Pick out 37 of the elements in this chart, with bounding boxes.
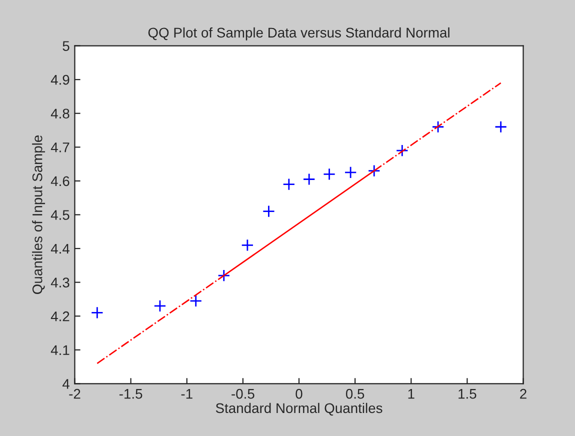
point bbox=[241, 238, 254, 252]
y-tick-label: 4 bbox=[62, 379, 70, 389]
x-tick-label: 0 bbox=[296, 388, 302, 399]
point bbox=[90, 306, 104, 319]
chart-title: QQ Plot of Sample Data versus Standard Normal bbox=[148, 27, 450, 40]
y-tick-label: 5 bbox=[62, 41, 70, 51]
y-tick-label: 4.8 bbox=[50, 108, 70, 119]
y-axis-title: Quantiles of Input Sample bbox=[32, 135, 46, 294]
y-tick-label: 4.4 bbox=[50, 244, 70, 254]
x-tick-label: -0.5 bbox=[232, 388, 254, 399]
x-tick-label: -2 bbox=[69, 388, 80, 399]
point bbox=[154, 300, 166, 312]
x-tick-label: 2 bbox=[520, 388, 526, 399]
point bbox=[368, 164, 380, 178]
x-tick-label: 0.5 bbox=[346, 388, 364, 399]
y-tick-label: 4.5 bbox=[50, 210, 70, 220]
point bbox=[396, 144, 408, 157]
point bbox=[432, 120, 444, 134]
y-tick-label: 4.7 bbox=[50, 142, 70, 152]
point bbox=[494, 120, 508, 134]
point bbox=[190, 294, 202, 308]
point bbox=[262, 205, 275, 218]
y-tick-label: 4.9 bbox=[50, 74, 70, 85]
x-tick-label: 1.5 bbox=[458, 389, 476, 399]
x-tick-label: -1 bbox=[181, 389, 192, 399]
point bbox=[344, 166, 357, 179]
y-tick-label: 4.3 bbox=[50, 278, 70, 288]
point bbox=[302, 173, 316, 186]
x-tick-label: 1 bbox=[408, 389, 414, 399]
y-tick-label: 4.1 bbox=[50, 345, 70, 355]
y-tick-label: 4.6 bbox=[50, 176, 70, 186]
x-tick-label: -1.5 bbox=[119, 389, 142, 399]
y-tick-label: 4.2 bbox=[50, 311, 70, 322]
point bbox=[323, 168, 336, 180]
x-axis-title: Standard Normal Quantiles bbox=[216, 402, 382, 416]
point bbox=[218, 269, 230, 282]
point bbox=[282, 178, 296, 191]
